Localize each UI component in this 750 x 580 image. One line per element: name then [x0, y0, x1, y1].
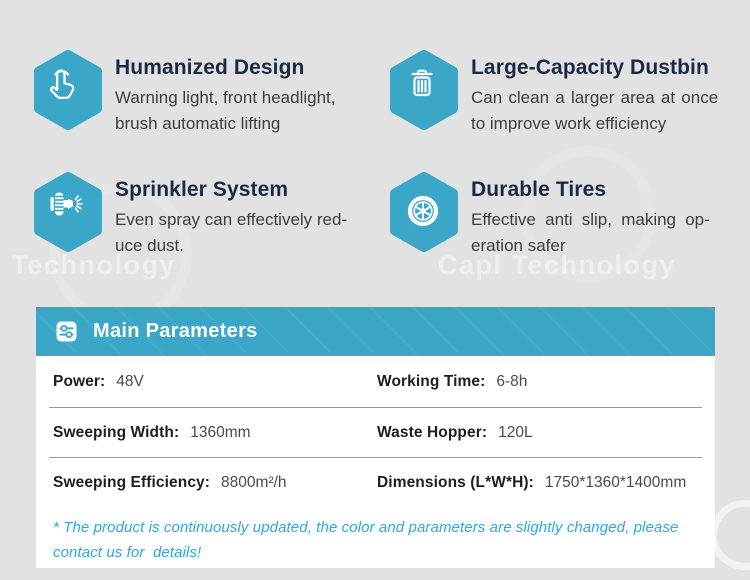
table-row: Sweeping Width: 1360mm Waste Hopper: 120…	[49, 408, 702, 458]
main-parameters-header: Main Parameters	[36, 307, 715, 356]
feature-title: Humanized Design	[115, 56, 305, 79]
param-power: Power: 48V	[53, 372, 144, 390]
param-sweeping-width: Sweeping Width: 1360mm	[53, 423, 251, 441]
feature-title: Large-Capacity Dustbin	[471, 56, 709, 79]
feature-description: Effective anti slip, making op- eration …	[471, 210, 710, 255]
trash-bin-icon	[390, 50, 458, 130]
sprinkler-icon	[34, 172, 102, 252]
feature-title: Sprinkler System	[115, 178, 289, 201]
table-row: Power: 48V Working Time: 6-8h	[49, 356, 702, 408]
feature-sprinkler-system: Sprinkler System Even spray can effectiv…	[34, 172, 347, 258]
tap-hand-icon	[34, 50, 102, 130]
param-working-time: Working Time: 6-8h	[377, 372, 528, 390]
param-dimensions: Dimensions (L*W*H): 1750*1360*1400mm	[377, 474, 687, 491]
table-row: Sweeping Efficiency: 8800m²/h Dimensions…	[49, 458, 702, 508]
feature-description: Can clean a larger area at once to impro…	[471, 88, 719, 133]
disclaimer-note: * The product is continuously updated, t…	[53, 519, 679, 561]
feature-durable-tires: Durable Tires Effective anti slip, makin…	[390, 172, 710, 258]
feature-description: Warning light, front headlight, brush au…	[115, 88, 336, 133]
sliders-icon	[56, 321, 77, 342]
tire-icon	[390, 172, 458, 252]
feature-title: Durable Tires	[471, 178, 607, 201]
feature-large-capacity-dustbin: Large-Capacity Dustbin Can clean a large…	[390, 50, 718, 136]
param-waste-hopper: Waste Hopper: 120L	[377, 423, 533, 441]
feature-humanized-design: Humanized Design Warning light, front he…	[34, 50, 336, 136]
param-sweeping-efficiency: Sweeping Efficiency: 8800m²/h	[53, 474, 287, 491]
feature-description: Even spray can effectively red- uce dust…	[115, 210, 348, 255]
watermark-ring	[710, 500, 750, 570]
section-title: Main Parameters	[93, 320, 258, 342]
parameters-table: Power: 48V Working Time: 6-8h Sweeping W…	[36, 356, 715, 568]
